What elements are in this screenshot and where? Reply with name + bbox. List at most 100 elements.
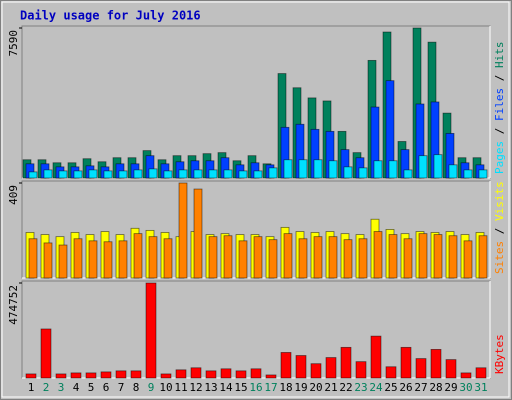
legend: Pages / Files / Hits [493,42,506,175]
bar [253,170,263,179]
bar [88,240,98,279]
bar [373,231,383,279]
bar [85,372,97,379]
bar [178,182,188,279]
legend-entry: Visits [493,181,506,221]
legend-entry: KBytes [493,334,506,374]
x-tick-label: 23 [354,381,367,394]
x-tick-label: 22 [339,381,352,394]
legend: KBytes [493,334,506,374]
legend-entry: Pages [493,141,506,174]
bar [313,236,323,279]
legend: Sites / Visits [493,181,506,274]
bar [340,346,352,379]
bar [133,169,143,179]
x-tick-label: 3 [58,381,65,394]
bar [208,169,218,179]
x-tick-label: 8 [133,381,140,394]
x-tick-label: 12 [189,381,202,394]
bar [283,233,293,279]
x-tick-label: 28 [429,381,442,394]
y-tick-label: 409 [7,185,20,205]
x-tick-label: 27 [414,381,427,394]
bar [115,370,127,379]
bar [463,169,473,179]
bar [433,234,443,279]
x-tick-label: 24 [369,381,383,394]
bar [220,368,232,379]
x-tick-label: 5 [88,381,95,394]
bar [373,160,383,179]
x-tick-label: 16 [249,381,262,394]
bar [415,358,427,379]
bar [475,367,487,379]
bar [148,236,158,279]
bar [328,160,338,179]
x-tick-label: 18 [279,381,292,394]
bar [358,167,368,179]
bar [388,234,398,279]
legend-entry: Files [493,88,506,121]
bar [58,244,68,279]
bar [208,236,218,279]
bar [88,169,98,179]
bar [28,171,38,179]
x-tick-label: 1 [28,381,35,394]
x-tick-label: 7 [118,381,125,394]
x-tick-label: 15 [234,381,247,394]
bar [43,242,53,279]
bar [268,239,278,279]
bar [445,359,457,379]
chart-title: Daily usage for July 2016 [20,9,201,23]
x-tick-label: 26 [399,381,412,394]
x-tick-label: 21 [324,381,337,394]
bar [55,373,67,379]
x-tick-label: 6 [103,381,110,394]
bar [328,236,338,279]
bar [418,155,428,179]
bar [130,370,142,379]
bar [205,370,217,379]
bar [418,233,428,279]
bar [325,357,337,379]
bar [430,348,442,379]
x-tick-label: 13 [204,381,217,394]
bar [313,159,323,179]
bar [343,166,353,179]
x-tick-label: 19 [294,381,307,394]
legend-separator: / [493,68,506,88]
bar [118,240,128,279]
bar [355,361,367,379]
x-tick-label: 11 [174,381,187,394]
bar [133,233,143,279]
x-tick-label: 17 [264,381,277,394]
bar [298,238,308,279]
bar [145,282,157,379]
bar [190,367,202,379]
bar [478,235,488,279]
bar [163,170,173,179]
y-tick-label: 7590 [7,30,20,57]
legend-entry: Sites [493,241,506,274]
bar [193,188,203,279]
bar [478,169,488,179]
bar [193,169,203,179]
bar [70,372,82,379]
bar [178,169,188,179]
bar [448,164,458,179]
bar [250,368,262,379]
bar [265,374,277,379]
bar [268,167,278,179]
x-tick-label: 4 [73,381,80,394]
x-tick-label: 25 [384,381,397,394]
x-tick-label: 31 [474,381,487,394]
bar [40,328,52,379]
bar [403,238,413,279]
bar [163,238,173,279]
bar [343,239,353,279]
bar [160,373,172,379]
x-tick-label: 30 [459,381,472,394]
bar [403,169,413,179]
bar [43,169,53,179]
